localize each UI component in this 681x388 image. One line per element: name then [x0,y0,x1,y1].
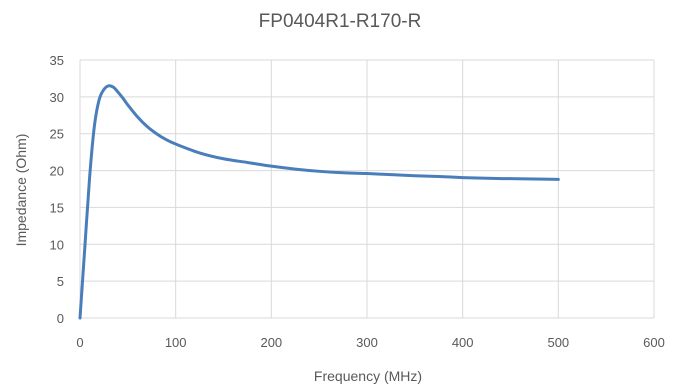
y-tick-label: 25 [50,127,64,142]
series-group [78,84,560,320]
x-axis-label: Frequency (MHz) [314,368,422,384]
x-tick-label: 500 [547,335,569,350]
x-tick-label: 400 [452,335,474,350]
impedance-series-line [78,84,560,320]
x-axis-tick-labels: 0 100 200 300 400 500 600 [76,335,664,350]
y-axis-tick-labels: 0 5 10 15 20 25 30 35 [50,53,64,326]
chart-title: FP0404R1-R170-R [259,11,422,32]
x-tick-label: 300 [356,335,378,350]
y-tick-label: 35 [50,53,64,68]
y-tick-label: 0 [57,311,64,326]
y-tick-label: 10 [50,237,64,252]
vertical-gridlines [79,60,655,318]
y-tick-label: 20 [50,164,64,179]
y-tick-label: 5 [57,274,64,289]
y-tick-label: 30 [50,90,64,105]
y-axis-label: Impedance (Ohm) [13,134,29,247]
x-tick-label: 100 [165,335,187,350]
x-tick-label: 200 [260,335,282,350]
y-tick-label: 15 [50,200,64,215]
horizontal-gridlines [80,59,654,319]
x-tick-label: 600 [643,335,665,350]
x-tick-label: 0 [76,335,83,350]
